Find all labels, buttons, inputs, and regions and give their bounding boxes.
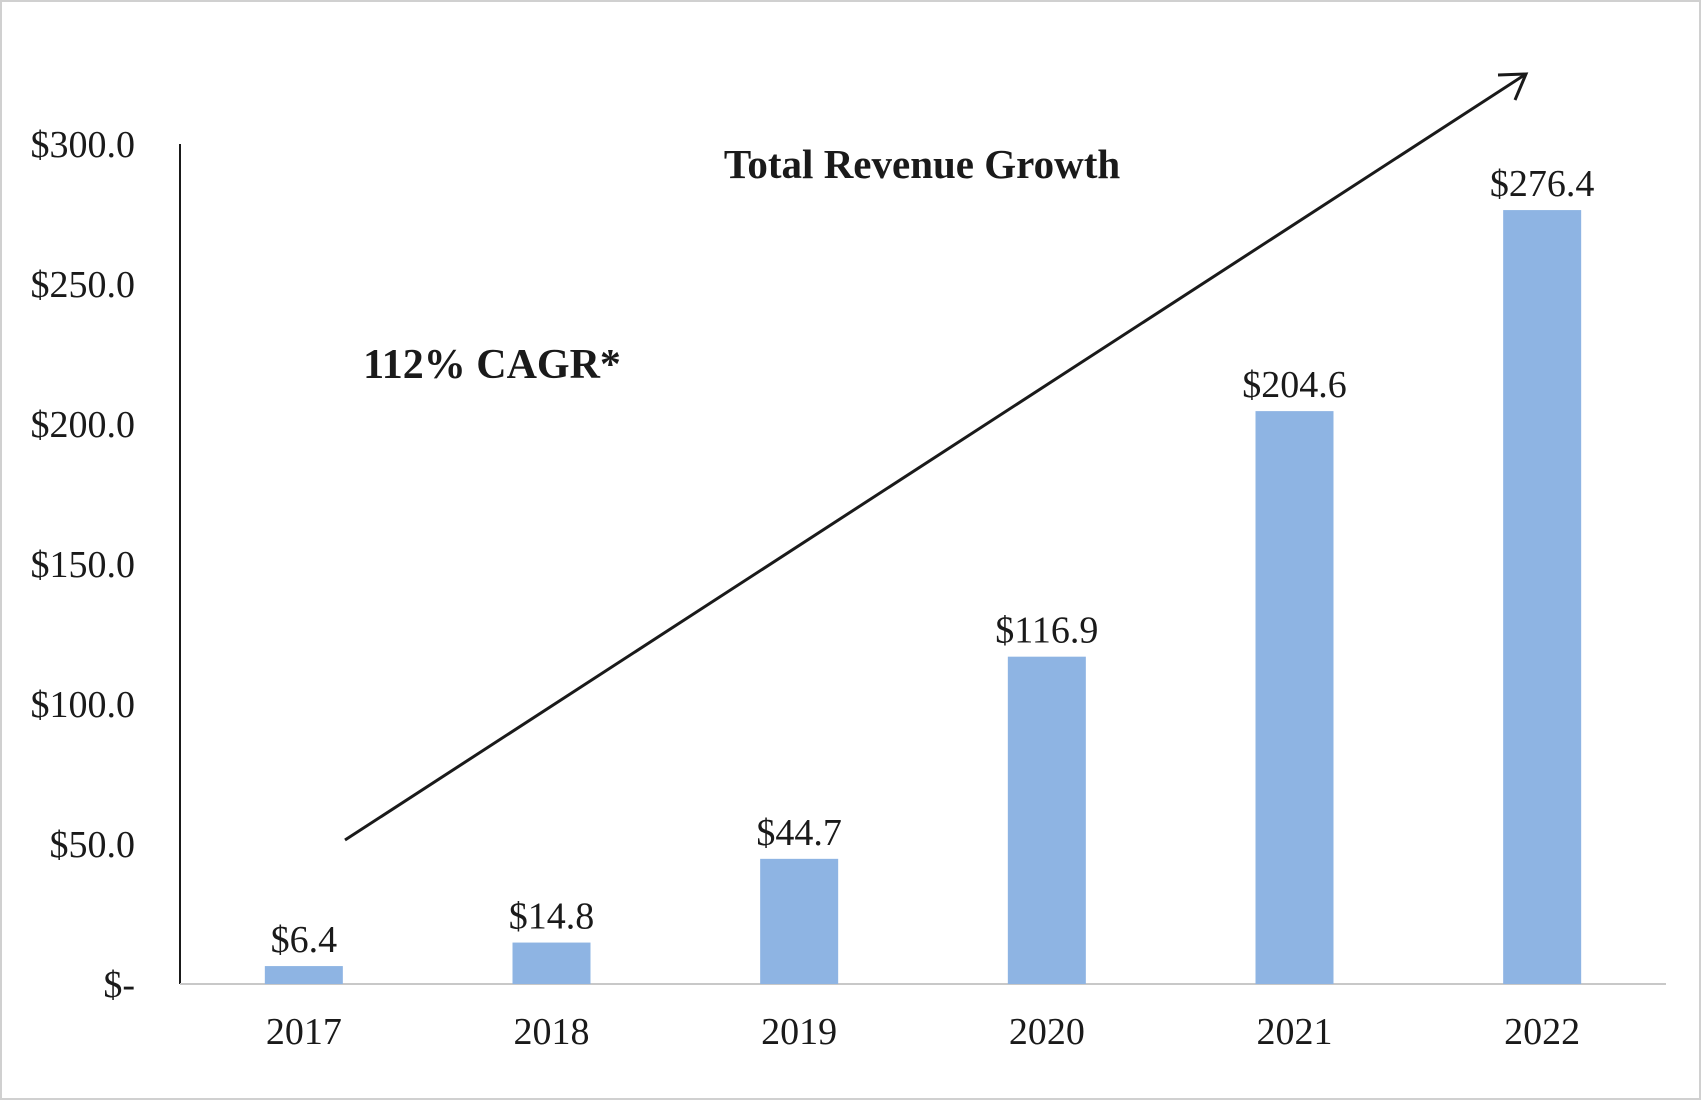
x-axis-ticks: 2017 2018 2019 2020 2021 2022 xyxy=(266,1011,1580,1053)
x-tick-label-2019: 2019 xyxy=(761,1011,837,1053)
x-tick-label-2020: 2020 xyxy=(1009,1011,1085,1053)
y-tick-label: $50.0 xyxy=(50,824,136,866)
data-label-2021: $204.6 xyxy=(1242,364,1347,406)
x-tick-label-2021: 2021 xyxy=(1257,1011,1333,1053)
y-axis-ticks: $- $50.0 $100.0 $150.0 $200.0 $250.0 $300.0 xyxy=(31,124,136,1006)
bar-2021 xyxy=(1255,411,1334,984)
cagr-annotation: 112% CAGR* xyxy=(363,342,621,388)
data-label-2018: $14.8 xyxy=(509,896,595,938)
trend-arrow-shaft xyxy=(344,72,1527,842)
y-tick-label: $300.0 xyxy=(31,124,136,166)
bar-2019 xyxy=(760,858,839,984)
y-tick-label: $200.0 xyxy=(31,404,136,446)
x-tick-label-2017: 2017 xyxy=(266,1011,342,1053)
data-label-2020: $116.9 xyxy=(995,610,1098,652)
y-tick-label: $100.0 xyxy=(31,684,136,726)
data-label-2019: $44.7 xyxy=(756,812,842,854)
trend-arrow-head xyxy=(1497,72,1529,101)
bar-2020 xyxy=(1007,656,1086,984)
y-tick-label: $150.0 xyxy=(31,544,136,586)
y-tick-label: $250.0 xyxy=(31,264,136,306)
y-tick-label: $- xyxy=(103,964,135,1006)
x-tick-label-2018: 2018 xyxy=(514,1011,590,1053)
bar-2017 xyxy=(264,966,343,984)
bar-2018 xyxy=(512,942,591,984)
chart-title: Total Revenue Growth xyxy=(724,141,1121,187)
trend-arrow xyxy=(344,72,1529,842)
data-labels: $6.4 $14.8 $44.7 $116.9 $204.6 $276.4 xyxy=(271,163,1595,961)
bars xyxy=(264,210,1582,984)
bar-2022 xyxy=(1503,210,1582,984)
data-label-2022: $276.4 xyxy=(1490,163,1595,205)
data-label-2017: $6.4 xyxy=(271,919,338,961)
x-tick-label-2022: 2022 xyxy=(1504,1011,1580,1053)
